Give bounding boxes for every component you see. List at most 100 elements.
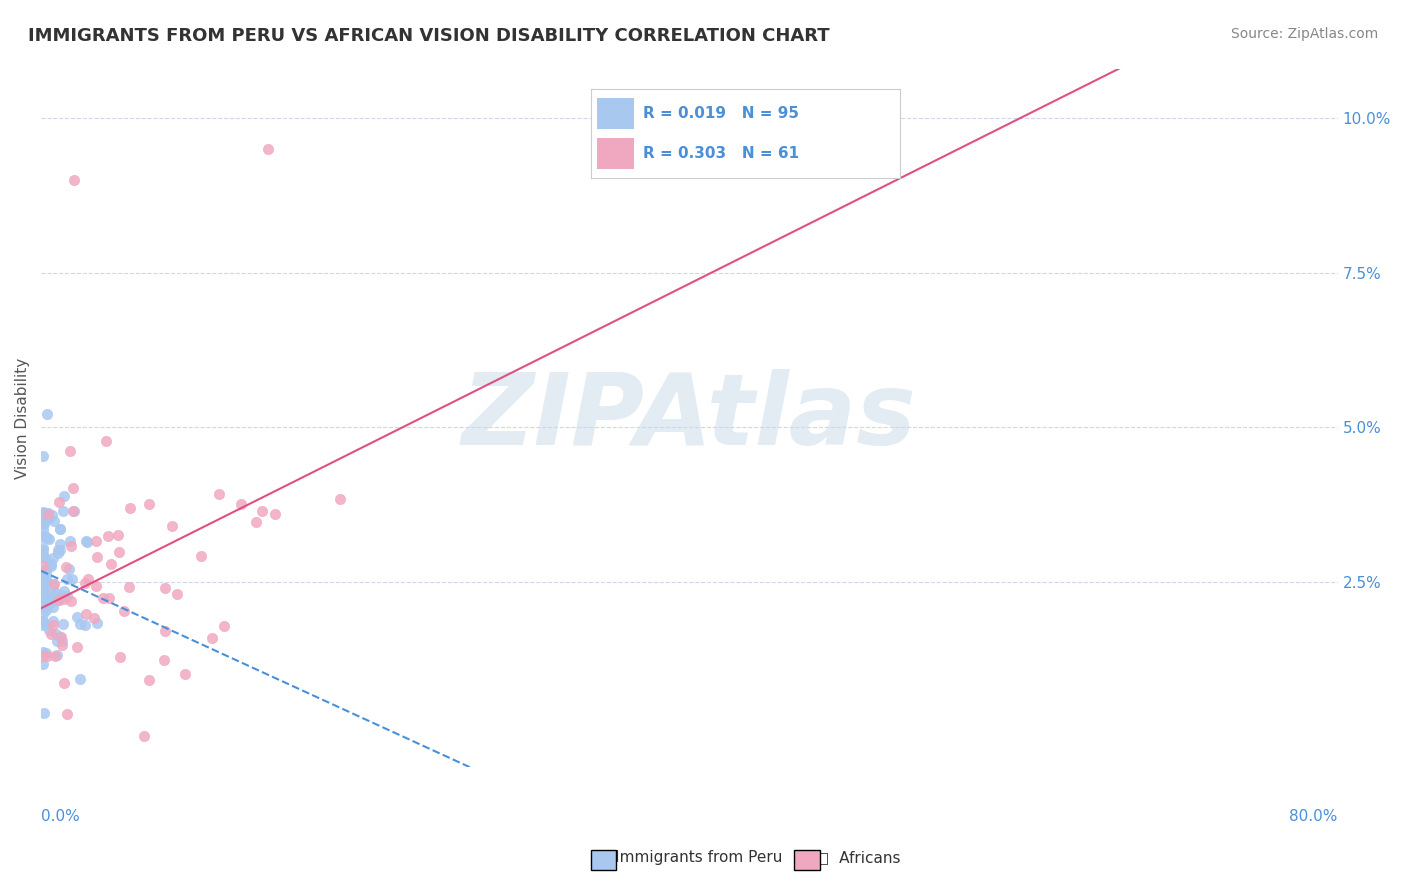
Point <box>31 505 53 519</box>
Point <box>35 507 58 521</box>
Point <box>35 603 58 617</box>
Point <box>31 549 53 563</box>
Point <box>32 582 55 597</box>
Point <box>53 489 76 503</box>
Point <box>75 575 97 590</box>
Point <box>212 618 235 632</box>
Point <box>76 534 98 549</box>
Text: Source: ZipAtlas.com: Source: ZipAtlas.com <box>1230 27 1378 41</box>
Point <box>34 566 56 580</box>
Point <box>155 581 177 595</box>
Point <box>37 508 59 522</box>
Point <box>59 594 82 608</box>
Point <box>108 649 131 664</box>
Point <box>35 592 58 607</box>
Point <box>117 580 139 594</box>
Bar <box>596 98 634 129</box>
Point <box>35 562 58 576</box>
Point <box>42 584 65 599</box>
Point <box>46 543 69 558</box>
Point <box>201 632 224 646</box>
Point <box>49 537 72 551</box>
Text: □  Immigrants from Peru: □ Immigrants from Peru <box>591 850 782 865</box>
Point <box>31 607 53 622</box>
Point <box>245 516 267 530</box>
Point <box>42 551 65 566</box>
Point <box>62 504 84 518</box>
Point <box>34 574 56 588</box>
Point <box>35 571 58 585</box>
Point <box>59 444 82 458</box>
Point <box>31 589 53 603</box>
Point <box>49 630 72 644</box>
Point <box>32 549 55 564</box>
Point <box>190 549 212 564</box>
Bar <box>596 138 634 169</box>
Point <box>120 500 142 515</box>
Point <box>31 449 53 463</box>
Text: ZIPAtlas: ZIPAtlas <box>463 369 917 467</box>
Point <box>55 706 77 721</box>
Point <box>31 569 53 583</box>
Point <box>53 583 76 598</box>
Point <box>34 587 56 601</box>
Point <box>48 593 70 607</box>
Point <box>94 434 117 448</box>
Point <box>31 548 53 562</box>
Point <box>34 529 56 543</box>
Point <box>48 521 70 535</box>
Point <box>63 504 86 518</box>
Point <box>39 557 62 571</box>
Point <box>97 528 120 542</box>
Point <box>264 508 287 522</box>
Point <box>841 142 863 156</box>
Point <box>32 523 55 537</box>
Point <box>75 533 97 548</box>
Point <box>86 550 108 565</box>
Point <box>31 530 53 544</box>
Point <box>44 514 66 528</box>
Point <box>44 586 66 600</box>
Text: 0.0%: 0.0% <box>41 809 80 824</box>
Point <box>46 633 69 648</box>
Point <box>69 617 91 632</box>
Point <box>42 589 65 603</box>
Point <box>31 594 53 608</box>
Point <box>84 579 107 593</box>
Point <box>42 600 65 615</box>
Point <box>39 558 62 573</box>
Point <box>31 649 53 664</box>
Point <box>56 572 79 586</box>
Point <box>152 653 174 667</box>
Point <box>31 516 53 530</box>
Point <box>208 486 231 500</box>
Point <box>49 630 72 644</box>
Point <box>58 561 80 575</box>
Point <box>49 522 72 536</box>
Point <box>35 575 58 590</box>
Point <box>91 591 114 606</box>
Point <box>174 667 197 681</box>
Point <box>55 560 77 574</box>
Point <box>153 624 176 638</box>
Text: R = 0.303   N = 61: R = 0.303 N = 61 <box>643 146 799 161</box>
Point <box>44 648 66 663</box>
Y-axis label: Vision Disability: Vision Disability <box>15 358 30 478</box>
Point <box>62 173 84 187</box>
Point <box>31 558 53 573</box>
Point <box>160 519 183 533</box>
Point <box>39 595 62 609</box>
Text: 80.0%: 80.0% <box>1289 809 1337 824</box>
Point <box>229 497 252 511</box>
Point <box>42 614 65 628</box>
Point <box>31 564 53 578</box>
Point <box>138 673 160 688</box>
Point <box>62 481 84 495</box>
Point <box>75 607 97 622</box>
Point <box>39 595 62 609</box>
Point <box>39 626 62 640</box>
Point <box>52 592 75 607</box>
Point <box>73 618 96 632</box>
Point <box>84 533 107 548</box>
Point <box>107 545 129 559</box>
